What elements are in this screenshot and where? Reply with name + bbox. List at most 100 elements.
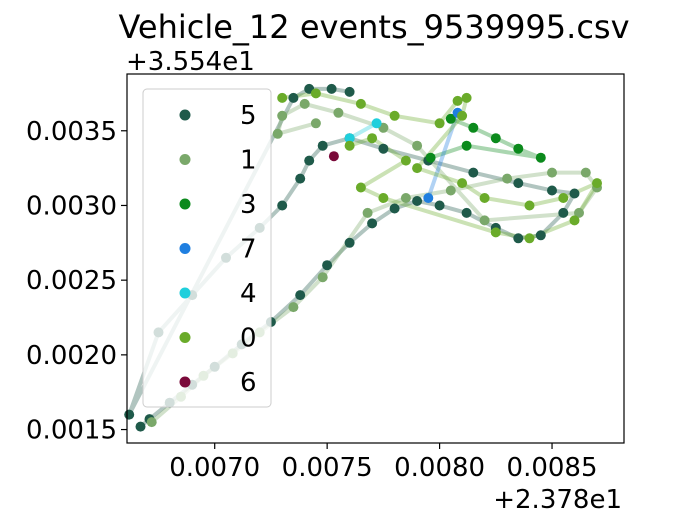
data-point [461,92,472,103]
data-point [457,178,468,189]
data-point [580,167,591,178]
data-point [277,110,288,121]
data-point [468,122,479,133]
data-point [558,207,569,218]
data-point [434,200,445,211]
legend-label: 0 [240,324,257,354]
legend-box [142,88,272,408]
data-point [423,193,434,203]
data-point [412,163,423,174]
legend-label: 6 [240,368,257,398]
data-point [146,417,157,428]
legend: 5 1 3 7 4 0 6 [142,88,272,408]
series-track [281,91,602,241]
y-tick-label: 0.0025 [26,266,117,296]
plot-frame [126,73,625,444]
data-point [400,155,411,166]
data-point [344,133,355,144]
data-point [513,178,524,189]
legend-label: 4 [240,279,257,309]
series-track [348,121,378,140]
data-point [135,421,146,432]
y-tick-label: 0.0015 [26,416,117,446]
data-point [524,233,535,244]
x-tick-label: 0.0070 [169,453,260,483]
data-point [322,260,333,271]
data-point [355,98,366,109]
data-point [513,143,524,154]
x-tick-label: 0.0080 [394,453,485,483]
data-point [295,290,306,301]
y-tick-label: 0.0030 [26,191,117,221]
data-point [461,207,472,218]
data-point [574,207,584,218]
data-point [569,188,580,199]
data-point [277,200,288,211]
data-point [310,88,321,99]
legend-marker [179,109,191,121]
data-point [524,200,535,211]
data-point [535,152,546,163]
data-point [513,233,524,244]
data-point [490,133,501,144]
data-point [310,118,321,129]
legend-marker [179,287,191,299]
legend-label: 3 [240,190,257,220]
data-point [389,203,400,214]
data-point [333,107,344,118]
data-point [367,133,378,144]
data-point [452,95,463,106]
data-point [317,272,328,283]
data-point [304,155,315,166]
data-point [371,118,382,129]
series-track [426,112,460,199]
y-offset-label: +3.554e1 [126,47,255,77]
data-point [535,230,546,241]
data-point [479,215,490,226]
data-point [344,86,355,97]
legend-marker [179,376,191,388]
data-point [434,118,445,129]
data-point [461,140,472,151]
data-point [445,185,456,196]
data-point [425,152,436,163]
data-point [326,83,337,94]
data-point [389,110,400,121]
data-point [502,173,513,184]
data-point [317,140,328,151]
data-point [592,178,602,189]
y-tick-label: 0.0035 [26,117,117,147]
y-axis: 0.0015 0.0020 0.0025 0.0030 0.0035 [26,117,127,446]
data-point [457,110,468,121]
data-point [272,128,283,139]
data-point [288,302,299,313]
data-point [367,218,378,229]
x-tick-label: 0.0075 [282,453,373,483]
data-point [445,113,456,124]
data-point [547,185,557,196]
x-offset-label: +2.378e1 [493,485,622,515]
data-point [479,193,490,203]
data-point [490,227,501,238]
data-point [468,167,479,178]
x-axis: 0.0070 0.0075 0.0080 0.0085 [169,443,598,483]
data-point [547,167,557,178]
data-point [378,193,389,203]
data-point [412,140,423,151]
data-point [288,92,299,103]
legend-marker [179,243,191,254]
legend-marker [179,332,191,343]
legend-label: 7 [240,235,257,265]
data-point [362,207,373,218]
data-point [295,173,306,184]
data-point [558,193,569,203]
y-tick-label: 0.0020 [26,341,117,371]
data-point [328,151,339,162]
legend-marker [179,198,191,210]
data-point [569,215,580,226]
data-point [299,98,310,109]
legend-marker [179,154,191,165]
data-point [400,193,411,203]
data-point [412,196,423,206]
